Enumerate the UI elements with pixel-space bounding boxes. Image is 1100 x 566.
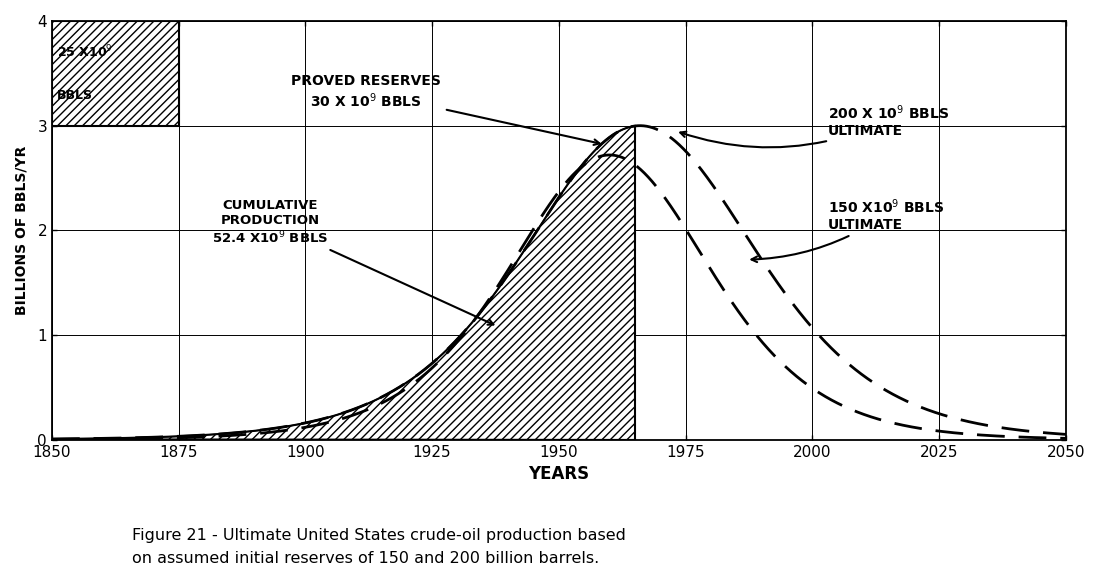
Y-axis label: BILLIONS OF BBLS/YR: BILLIONS OF BBLS/YR: [15, 145, 29, 315]
Text: BBLS: BBLS: [57, 89, 94, 102]
Text: 200 X 10$^9$ BBLS
ULTIMATE: 200 X 10$^9$ BBLS ULTIMATE: [680, 103, 948, 147]
X-axis label: YEARS: YEARS: [528, 465, 590, 483]
Text: 150 X10$^9$ BBLS
ULTIMATE: 150 X10$^9$ BBLS ULTIMATE: [751, 197, 944, 262]
Text: 25 X10$^9$: 25 X10$^9$: [57, 44, 113, 61]
Text: PROVED RESERVES
30 X 10$^9$ BBLS: PROVED RESERVES 30 X 10$^9$ BBLS: [292, 74, 600, 145]
Polygon shape: [52, 126, 635, 440]
Text: on assumed initial reserves of 150 and 200 billion barrels.: on assumed initial reserves of 150 and 2…: [132, 551, 600, 566]
Text: CUMULATIVE
PRODUCTION
52.4 X10$^9$ BBLS: CUMULATIVE PRODUCTION 52.4 X10$^9$ BBLS: [212, 199, 494, 325]
Bar: [52, 21, 178, 126]
Text: Figure 21 - Ultimate United States crude-oil production based: Figure 21 - Ultimate United States crude…: [132, 528, 626, 543]
